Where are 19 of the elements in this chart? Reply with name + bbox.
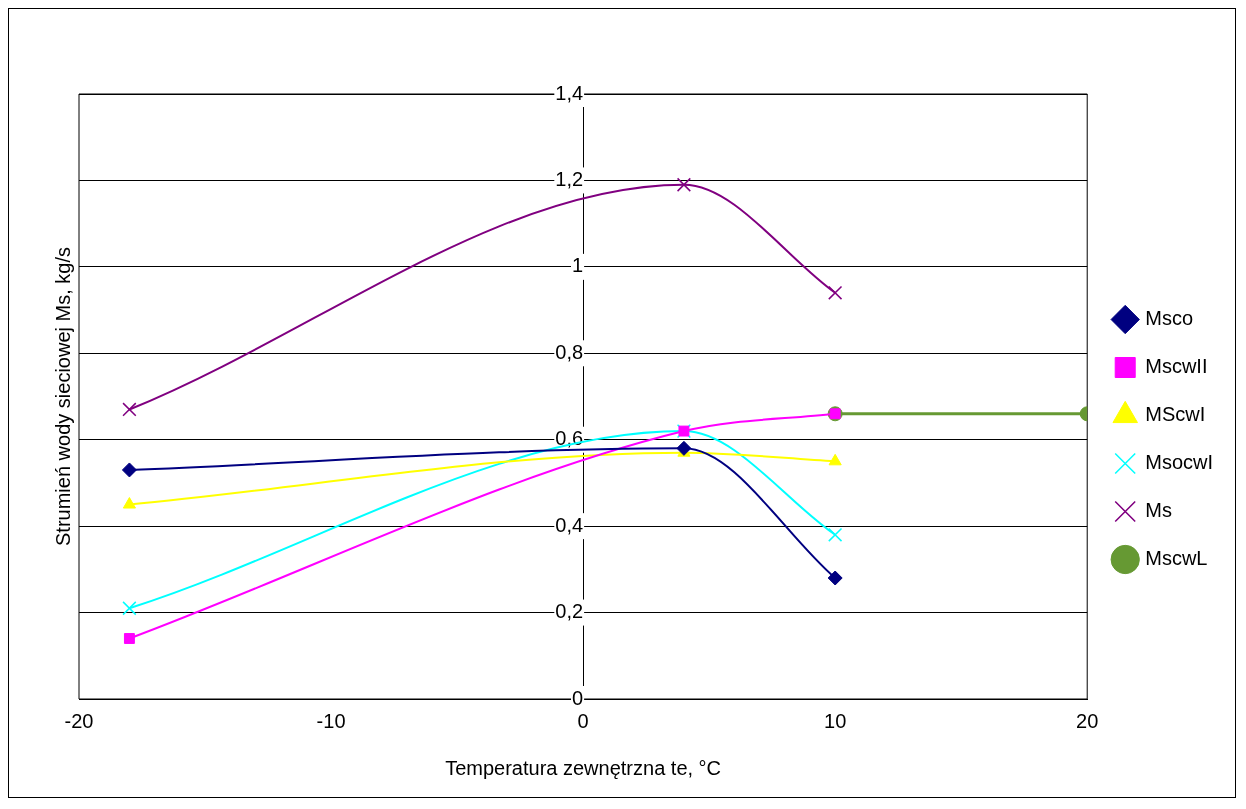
x-tick-label: 20 xyxy=(1076,709,1099,732)
legend-label: MscwII xyxy=(1145,355,1208,378)
y-axis-title: Strumień wody sieciowej Ms, kg/s xyxy=(51,247,74,546)
legend-label: MscwL xyxy=(1145,547,1208,570)
y-tick-label: 0,4 xyxy=(555,513,584,536)
y-tick-label: 1,4 xyxy=(555,81,584,104)
x-tick-label: -10 xyxy=(316,709,346,732)
y-tick-label: 1,2 xyxy=(555,167,584,190)
y-tick-label: 0 xyxy=(571,686,584,709)
legend-label: Ms xyxy=(1145,499,1172,522)
y-tick-label: 1 xyxy=(571,254,584,277)
legend-label: MsocwI xyxy=(1145,451,1214,474)
legend-label: MScwI xyxy=(1145,403,1206,426)
y-tick-label: 0,8 xyxy=(555,340,584,363)
y-tick-label: 0,2 xyxy=(555,600,584,623)
legend-label: Msco xyxy=(1145,307,1194,330)
x-tick-label: 10 xyxy=(824,709,847,732)
x-tick-label: -20 xyxy=(64,709,94,732)
x-axis-title: Temperatura zewnętrzna te, °C xyxy=(445,756,722,779)
